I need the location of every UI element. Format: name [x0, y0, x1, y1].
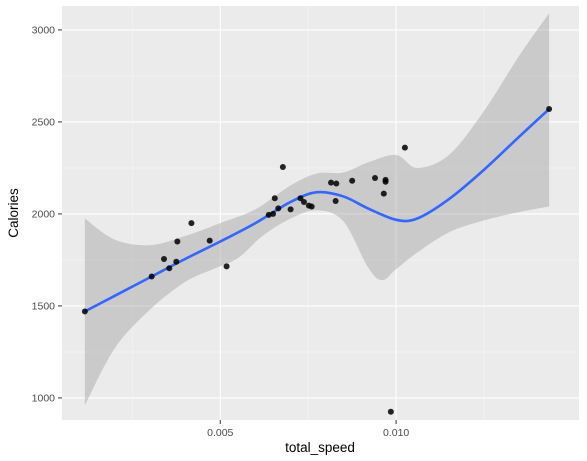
- data-point: [372, 175, 379, 182]
- y-tick-label: 1000: [32, 392, 56, 404]
- data-point: [275, 205, 282, 212]
- x-tick-label: 0.005: [207, 427, 233, 439]
- data-point: [206, 237, 213, 244]
- confidence-band: [84, 13, 550, 406]
- major-gridlines: [62, 6, 579, 420]
- data-point: [271, 195, 278, 202]
- y-tick-label: 2000: [32, 208, 56, 220]
- plot-panel: [62, 6, 579, 420]
- data-point: [332, 198, 339, 205]
- data-point: [328, 179, 335, 186]
- data-point: [401, 144, 408, 151]
- data-point: [270, 210, 277, 217]
- y-tick-label: 1500: [32, 300, 56, 312]
- data-point: [380, 190, 387, 197]
- data-point: [173, 258, 180, 265]
- data-point: [382, 176, 389, 183]
- data-point: [387, 408, 394, 415]
- data-point: [174, 238, 181, 245]
- data-point: [223, 263, 230, 270]
- x-tick-label: 0.010: [383, 427, 409, 439]
- data-point: [148, 273, 155, 280]
- data-point: [81, 308, 88, 315]
- y-tick-label: 2500: [32, 116, 56, 128]
- y-axis: 1000 1500 2000 2500 3000: [32, 24, 62, 404]
- data-point: [308, 203, 315, 210]
- data-points: [81, 106, 553, 415]
- y-axis-title: Calories: [6, 188, 21, 238]
- data-point: [188, 220, 195, 227]
- x-axis-title: total_speed: [285, 440, 355, 455]
- x-axis: 0.005 0.010: [207, 420, 409, 439]
- data-point: [546, 106, 553, 113]
- data-point: [349, 177, 356, 184]
- data-point: [166, 265, 173, 272]
- data-point: [333, 180, 340, 187]
- minor-gridlines: [62, 6, 579, 420]
- data-point: [300, 198, 307, 205]
- data-point: [287, 206, 294, 213]
- y-tick-label: 3000: [32, 24, 56, 36]
- data-point: [279, 164, 286, 170]
- data-point: [160, 256, 167, 262]
